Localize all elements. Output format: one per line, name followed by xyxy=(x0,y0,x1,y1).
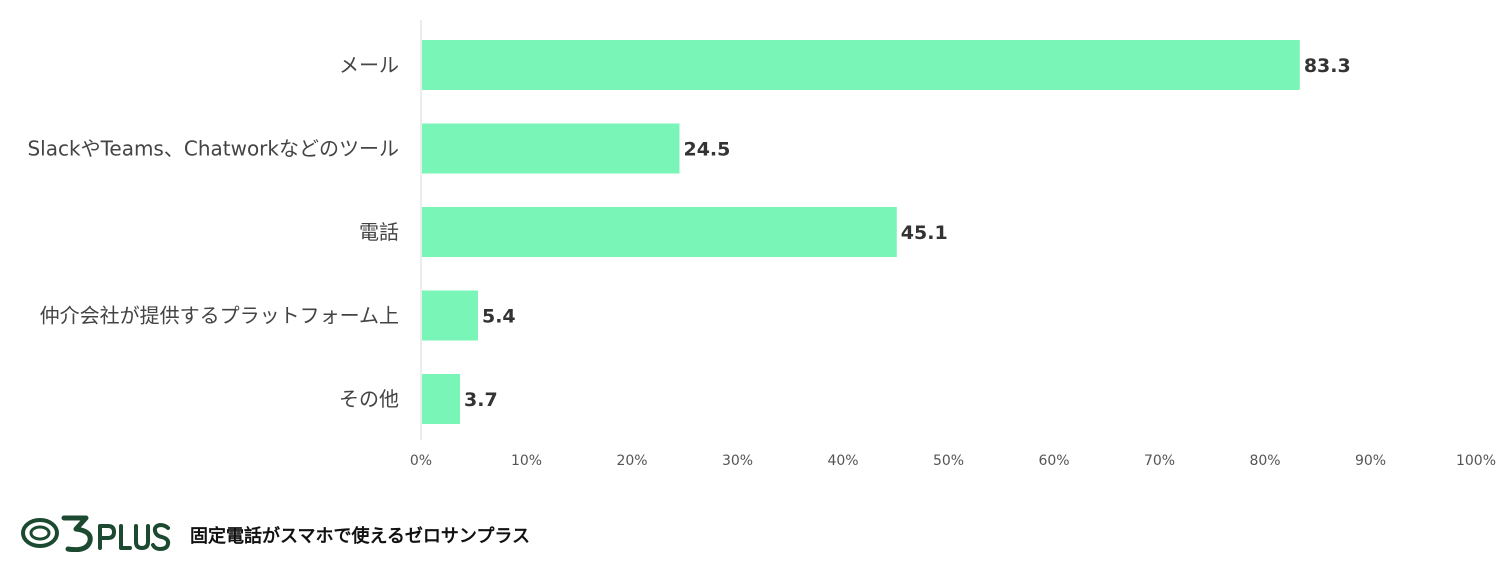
category-label: 仲介会社が提供するプラットフォーム上 xyxy=(40,304,399,328)
x-tick-label: 0% xyxy=(410,453,432,469)
value-label: 3.7 xyxy=(464,389,498,411)
x-tick-label: 30% xyxy=(722,453,753,469)
x-tick-label: 70% xyxy=(1144,453,1175,469)
x-tick-label: 100% xyxy=(1456,453,1496,469)
x-tick-label: 80% xyxy=(1249,453,1280,469)
zero-three-plus-logo xyxy=(21,515,171,552)
bar xyxy=(422,374,461,424)
bar-chart: 0% 10% 20% 30% 40% 50% 60% 70% 80% 90% 100% メール 83.… xyxy=(27,20,1496,469)
bar xyxy=(422,290,478,341)
x-tick-label: 50% xyxy=(933,453,964,469)
x-tick-label: 60% xyxy=(1038,453,1069,469)
x-tick-label: 10% xyxy=(511,453,542,469)
bar xyxy=(422,40,1300,90)
value-label: 5.4 xyxy=(482,306,516,328)
x-tick-label: 40% xyxy=(827,453,858,469)
category-label: SlackやTeams、Chatworkなどのツール xyxy=(27,137,399,161)
category-label: 電話 xyxy=(359,220,399,244)
value-label: 45.1 xyxy=(901,222,948,244)
bar xyxy=(422,123,680,174)
category-label: その他 xyxy=(339,387,399,411)
bar xyxy=(422,207,897,257)
brand-tagline: 固定電話がスマホで使えるゼロサンプラス xyxy=(190,526,531,547)
category-label: メール xyxy=(339,53,399,77)
value-label: 83.3 xyxy=(1304,55,1351,77)
x-tick-label: 90% xyxy=(1355,453,1386,469)
value-label: 24.5 xyxy=(683,139,730,161)
x-tick-label: 20% xyxy=(616,453,647,469)
brand-footer: 固定電話がスマホで使えるゼロサンプラス xyxy=(20,512,530,552)
